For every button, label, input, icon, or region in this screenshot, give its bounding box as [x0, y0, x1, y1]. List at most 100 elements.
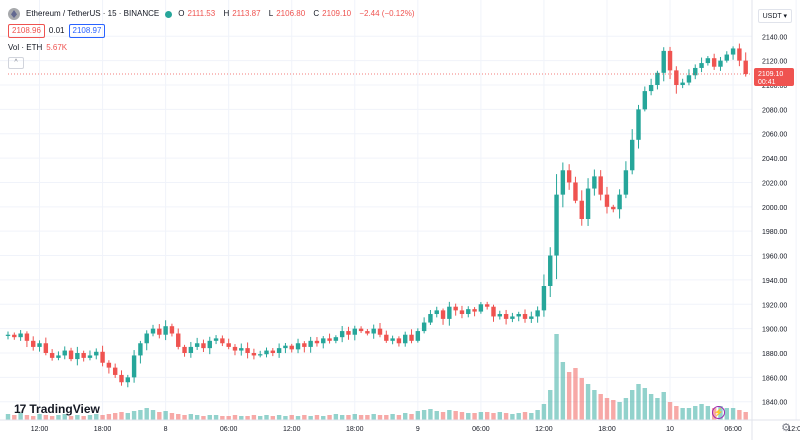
- candle-body: [579, 200, 584, 219]
- candle-body: [535, 310, 540, 317]
- lightning-icon[interactable]: ⚡: [712, 406, 725, 419]
- candle-body: [516, 314, 521, 317]
- volume-bar: [81, 416, 86, 420]
- volume-bar: [623, 398, 629, 420]
- volume-bar: [529, 413, 534, 420]
- candle-body: [377, 328, 383, 335]
- candle-body: [522, 314, 528, 319]
- volume-bar: [125, 413, 131, 420]
- candle-body: [43, 343, 49, 353]
- volume-bar: [491, 413, 496, 420]
- high-label: H: [223, 9, 230, 18]
- candle-body: [339, 331, 345, 338]
- candle-body: [636, 109, 641, 140]
- volume-label: Vol · ETH: [8, 43, 43, 52]
- time-tick-label: 18:00: [94, 426, 112, 433]
- tradingview-logo[interactable]: 17 TradingView: [14, 402, 100, 416]
- candle-body: [49, 353, 55, 358]
- time-tick-label: 10: [666, 426, 674, 433]
- price-tick-label: 1860.00: [762, 375, 787, 382]
- candle-body: [371, 328, 376, 334]
- currency-selector[interactable]: USDT ▾: [757, 9, 792, 23]
- volume-bar: [131, 411, 137, 420]
- price-tick-label: 1960.00: [762, 254, 787, 261]
- candle-body: [403, 334, 408, 344]
- candle-body: [667, 50, 673, 71]
- gear-icon[interactable]: ⚙: [781, 422, 791, 434]
- candle-body: [724, 54, 729, 61]
- price-tick-label: 2120.00: [762, 59, 787, 66]
- candle-body: [352, 328, 357, 335]
- volume-bar: [573, 368, 578, 420]
- candle-body: [693, 67, 698, 76]
- close-label: C: [313, 9, 320, 18]
- volume-bar: [358, 415, 364, 420]
- volume-bar: [686, 408, 692, 420]
- candle-body: [213, 338, 219, 341]
- volume-bar: [194, 415, 200, 420]
- volume-bar: [522, 412, 528, 420]
- volume-bar: [541, 404, 547, 420]
- candle-body: [150, 328, 156, 334]
- volume-bar: [37, 414, 42, 420]
- sell-button[interactable]: 2108.96: [8, 24, 45, 38]
- price-tick-label: 2040.00: [762, 156, 787, 163]
- candle-body: [264, 350, 269, 355]
- volume-bar: [264, 415, 269, 420]
- candle-body: [440, 310, 446, 319]
- volume-bar: [390, 414, 395, 420]
- candle-body: [529, 316, 534, 319]
- volume-bar: [43, 415, 49, 420]
- candle-body: [604, 194, 610, 207]
- symbol-title[interactable]: Ethereum / TetherUS · 15 · BINANCE: [26, 9, 160, 18]
- volume-bar: [239, 416, 244, 420]
- buy-button[interactable]: 2108.97: [68, 24, 106, 38]
- volume-bar: [497, 412, 503, 420]
- volume-bar: [680, 408, 685, 420]
- candle-body: [718, 60, 723, 67]
- volume-bar: [447, 410, 452, 420]
- candle-body: [541, 286, 547, 311]
- volume-value: 5.67K: [46, 43, 68, 52]
- volume-bar: [295, 416, 301, 420]
- candle-body: [598, 176, 603, 195]
- candle-body: [642, 91, 648, 110]
- time-tick-label: 12:00: [787, 426, 800, 433]
- time-tick-label: 06:00: [220, 426, 238, 433]
- candle-body: [491, 306, 496, 317]
- price-tick-label: 2080.00: [762, 107, 787, 114]
- collapse-legend-button[interactable]: ^: [8, 57, 24, 69]
- volume-legend[interactable]: Vol · ETH 5.67K: [8, 42, 417, 54]
- candle-body: [119, 374, 124, 383]
- volume-bar: [642, 388, 648, 420]
- candle-body: [37, 343, 42, 347]
- candle-body: [314, 340, 320, 344]
- volume-bar: [188, 414, 194, 420]
- volume-bar: [453, 411, 458, 420]
- ohlc-values: O 2111.53 H 2113.87 L 2106.80 C 2109.10 −2.4…: [178, 8, 417, 20]
- volume-bar: [302, 415, 307, 420]
- low-value: 2106.80: [276, 9, 306, 18]
- candle-body: [686, 75, 692, 83]
- price-tick-label: 2140.00: [762, 34, 787, 41]
- candle-body: [201, 343, 206, 349]
- tradingview-logo-icon: 17: [14, 402, 26, 416]
- candle-body: [472, 309, 477, 312]
- price-axis[interactable]: 2140.00 2120.00 2100.00 2080.00 2060.00 2040.…: [751, 0, 787, 440]
- candle-body: [62, 350, 67, 356]
- volume-bar: [409, 414, 414, 420]
- volume-bar: [705, 406, 711, 420]
- volume-bar: [12, 415, 17, 420]
- volume-bar: [535, 410, 540, 420]
- time-axis[interactable]: 12:00 18:00 8 06:00 12:00 18:00 9 06:00 12:00 18:…: [0, 419, 800, 433]
- candle-body: [365, 331, 370, 334]
- low-label: L: [268, 9, 274, 18]
- volume-bar: [403, 413, 408, 420]
- time-tick-label: 06:00: [472, 426, 490, 433]
- volume-bar: [333, 414, 339, 420]
- candle-body: [478, 304, 484, 312]
- candle-body: [56, 355, 61, 358]
- volume-bar: [396, 415, 402, 420]
